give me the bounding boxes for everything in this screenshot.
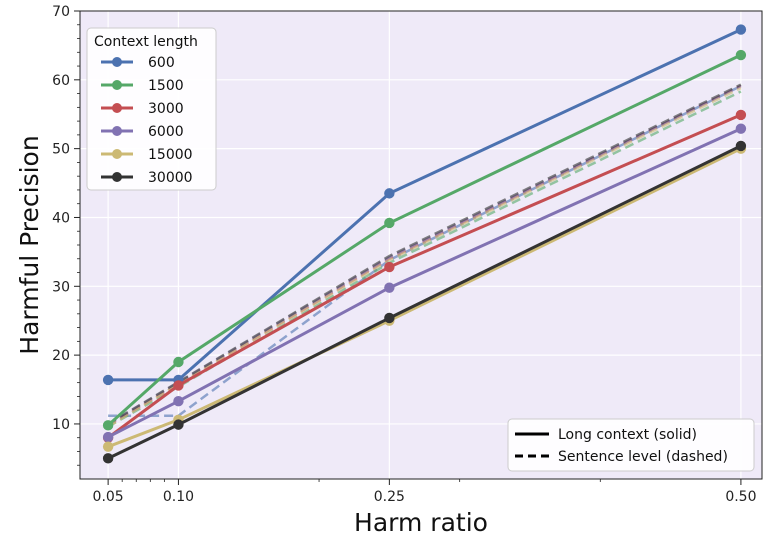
- legend-marker-6000: [112, 126, 122, 136]
- style-legend-box: [507, 418, 755, 472]
- y-tick-label: 30: [52, 279, 70, 295]
- series-layer: [102, 24, 747, 464]
- y-tick-label: 60: [52, 73, 70, 89]
- series-6000-point: [384, 282, 395, 293]
- series-600-long-line: [108, 28, 742, 382]
- series-15000-sentence-line: [107, 86, 742, 428]
- series-6000-point: [102, 431, 114, 443]
- series-1500-point: [173, 356, 184, 368]
- legend-marker-3000: [112, 103, 122, 113]
- x-tick-label: 0.10: [163, 489, 194, 505]
- y-tick-label: 70: [52, 4, 70, 20]
- y-tick-label: 10: [52, 417, 70, 433]
- legend-label-15000: 15000: [148, 147, 193, 163]
- style-legend-solid-label: Long context (solid): [558, 427, 697, 443]
- series-30000-long-line: [107, 144, 742, 460]
- legend-marker-1500: [112, 80, 122, 90]
- legend-marker-15000: [112, 149, 122, 159]
- style-legend-dashed-label: Sentence level (dashed): [558, 449, 728, 465]
- legend-label-6000: 6000: [148, 124, 184, 140]
- series-30000-sentence-line: [107, 83, 742, 425]
- series-600-point: [735, 24, 747, 35]
- legend-marker-600: [112, 57, 122, 67]
- series-30000-point: [735, 140, 747, 152]
- series-1500-long-line: [107, 53, 742, 427]
- legend-marker-30000: [112, 172, 122, 182]
- series-3000-point: [384, 261, 395, 273]
- x-axis-title: Harm ratio: [354, 508, 488, 537]
- series-1500-point: [735, 49, 747, 61]
- x-tick-label: 0.25: [374, 489, 405, 505]
- y-tick-label: 20: [52, 348, 70, 364]
- legend-label-3000: 3000: [148, 101, 184, 117]
- y-ticks: 10 20 30 40 50 60 70: [52, 4, 80, 466]
- series-30000-point: [102, 453, 114, 464]
- series-3000-long-line: [107, 113, 742, 439]
- series-6000-long-line: [107, 127, 742, 439]
- legend-label-30000: 30000: [148, 170, 193, 186]
- legend-box: [86, 27, 217, 191]
- series-30000-point: [384, 312, 395, 324]
- series-1500-point: [384, 217, 395, 229]
- legend-context-length: Context length 600 1500 3000 6000 15000 30000: [86, 27, 217, 191]
- x-tick-label: 0.50: [725, 489, 756, 505]
- series-600-point: [384, 188, 395, 199]
- y-tick-label: 50: [52, 142, 70, 158]
- series-30000-point: [173, 419, 184, 430]
- series-600-point: [102, 374, 114, 386]
- legend-label-600: 600: [148, 55, 175, 71]
- legend-title: Context length: [94, 34, 198, 50]
- legend-label-1500: 1500: [148, 78, 184, 94]
- y-tick-label: 40: [52, 210, 70, 226]
- series-3000-point: [735, 109, 747, 121]
- x-tick-label: 0.05: [93, 489, 124, 505]
- y-axis-title: Harmful Precision: [15, 135, 44, 354]
- series-6000-point: [735, 123, 747, 134]
- series-3000-point: [173, 380, 184, 391]
- legend-line-style: Long context (solid) Sentence level (das…: [507, 418, 755, 472]
- series-600-sentence-line: [108, 84, 742, 417]
- x-ticks: 0.05 0.10 0.25 0.50: [93, 479, 756, 505]
- series-6000-point: [173, 396, 184, 407]
- series-1500-point: [102, 420, 114, 431]
- series-15000-point: [102, 441, 114, 452]
